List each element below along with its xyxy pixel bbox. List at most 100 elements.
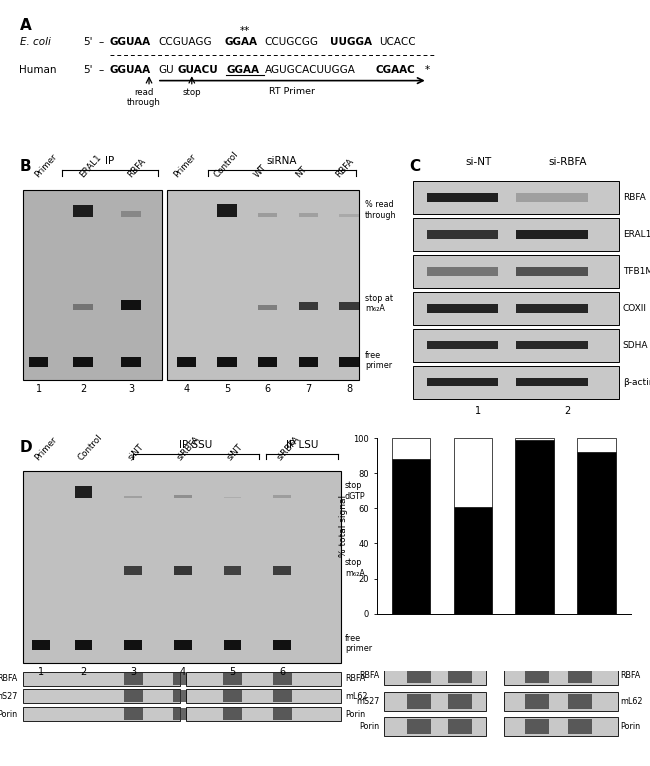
Text: RBFA: RBFA [334,157,356,180]
Text: siNT: siNT [126,442,145,462]
Bar [339,357,359,367]
Bar [427,230,499,239]
Bar [174,495,192,498]
Y-axis label: % total signal: % total signal [339,495,348,557]
Bar [167,190,359,380]
Text: Porin: Porin [359,722,380,732]
Text: mS27: mS27 [356,697,380,705]
Bar [427,378,499,386]
Text: 1: 1 [475,406,482,417]
Bar [384,717,486,736]
Bar [272,709,292,720]
Bar [186,672,341,686]
Text: IP: IP [105,156,114,166]
Text: COXII: COXII [623,304,647,313]
Text: stop: stop [183,87,201,97]
Text: Primer: Primer [33,435,59,462]
Text: WT: WT [253,163,269,180]
Bar [339,214,359,217]
Text: 6: 6 [265,384,271,394]
Bar [516,341,588,349]
Bar [218,204,237,217]
Bar [448,719,472,735]
Bar [413,365,619,398]
Bar [413,292,619,325]
Bar [122,211,140,217]
Bar [299,302,318,310]
Text: RBFA: RBFA [0,674,18,683]
Bar [525,668,549,683]
Text: GGUAA: GGUAA [110,65,151,75]
Bar [23,707,181,721]
Bar [516,267,588,276]
Bar [577,452,616,614]
Text: Human: Human [20,65,57,75]
Bar [408,719,432,735]
Bar [186,689,341,703]
Bar [29,357,48,367]
Bar [23,471,341,663]
Bar [124,496,142,498]
Bar [384,692,486,711]
Bar [124,673,143,685]
Bar [515,440,554,614]
Bar [516,304,588,313]
Text: ERAL1: ERAL1 [77,153,103,180]
Text: 6: 6 [279,667,285,677]
Text: B: B [20,159,31,174]
Text: Primer: Primer [172,152,198,180]
Text: 4: 4 [180,667,186,677]
Bar [73,357,93,367]
Bar [273,495,291,498]
Bar [177,357,196,367]
Bar [504,666,618,686]
Text: ERAL1: ERAL1 [623,230,650,239]
Bar [516,230,588,239]
Text: siNT: siNT [225,442,244,462]
Bar [124,640,142,650]
Bar [516,378,588,386]
Bar [124,709,143,720]
Bar [122,300,140,310]
Bar [174,566,192,574]
Bar [23,190,162,380]
Text: RBFA: RBFA [620,671,641,680]
Bar [273,640,291,650]
Text: 3: 3 [128,384,134,394]
Bar [413,181,619,214]
Bar [516,193,588,202]
Bar [427,341,499,349]
Bar [124,566,142,574]
Text: UUGGA: UUGGA [330,38,372,47]
Text: si-RBFA: si-RBFA [549,156,587,166]
Bar [299,357,318,367]
Text: RBFA: RBFA [359,671,380,680]
Text: mL62: mL62 [620,697,643,705]
Text: D: D [20,440,32,454]
Text: β-actin: β-actin [623,378,650,387]
Text: RBFA: RBFA [125,157,147,180]
Bar [525,694,549,709]
Text: 2: 2 [565,406,571,417]
Text: –: – [99,38,104,47]
Bar [186,707,341,721]
Text: C: C [409,159,420,174]
Text: E. coli: E. coli [20,38,51,47]
Text: 5': 5' [84,38,93,47]
Bar [73,304,93,310]
Text: 2: 2 [81,667,86,677]
Bar [339,302,359,310]
Bar [223,673,242,685]
Text: stop at
m₆₂A: stop at m₆₂A [365,294,393,313]
Bar [272,673,292,685]
Text: GU: GU [159,65,174,75]
Bar [413,255,619,288]
Text: A: A [20,18,31,33]
Bar [577,438,616,452]
Text: Porin: Porin [344,709,365,719]
Text: mL62: mL62 [344,692,367,701]
Bar [448,694,472,709]
Text: RBFA: RBFA [623,193,645,202]
Bar [525,719,549,735]
Bar [448,668,472,683]
